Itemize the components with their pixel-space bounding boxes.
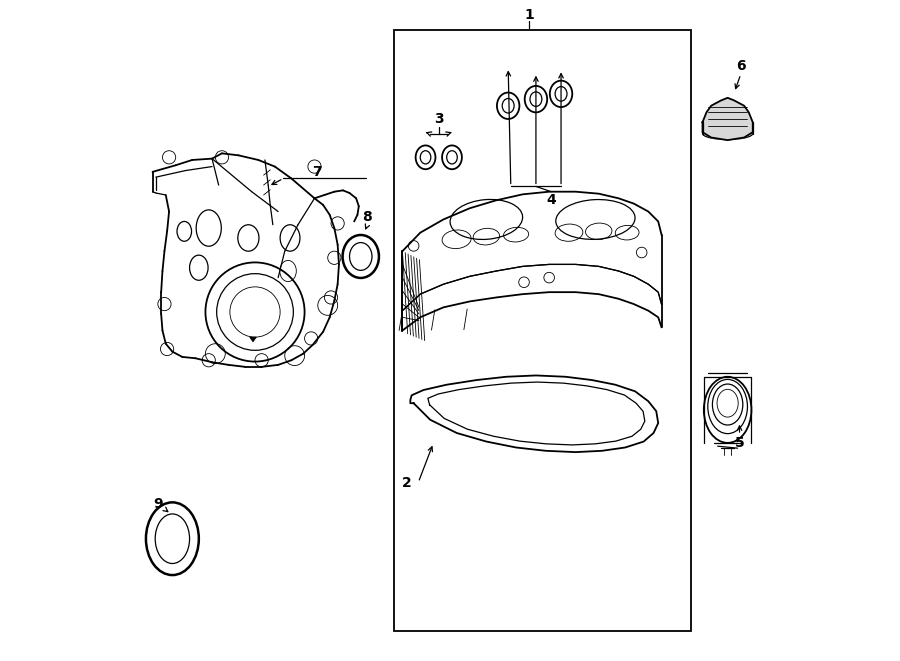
- Text: 2: 2: [402, 475, 412, 490]
- Text: 9: 9: [153, 496, 163, 511]
- Polygon shape: [249, 337, 256, 342]
- Text: 3: 3: [434, 112, 444, 126]
- Text: 7: 7: [311, 165, 321, 179]
- Text: 6: 6: [736, 59, 746, 73]
- Bar: [394, 30, 691, 631]
- Text: 4: 4: [546, 192, 556, 207]
- Text: 5: 5: [734, 436, 744, 450]
- Text: 8: 8: [363, 210, 373, 224]
- Text: 1: 1: [525, 7, 535, 22]
- Polygon shape: [703, 98, 752, 140]
